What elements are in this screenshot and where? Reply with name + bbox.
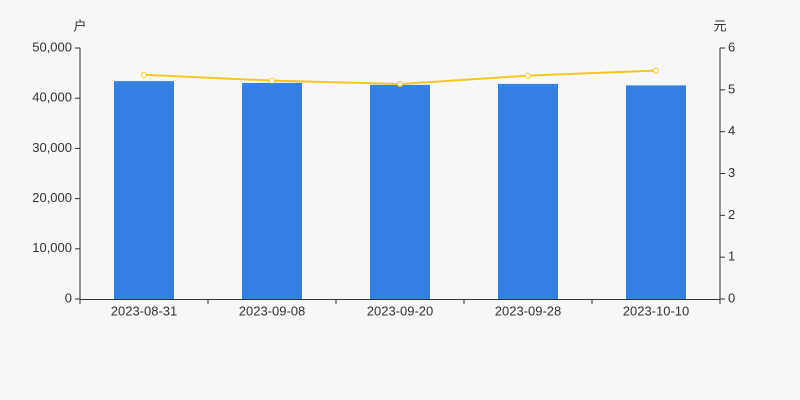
- y-axis-label: 户: [73, 18, 86, 33]
- y-tick-label: 40,000: [32, 90, 72, 105]
- y-tick-label: 20,000: [32, 190, 72, 205]
- point: [525, 72, 531, 79]
- bar: [370, 84, 430, 299]
- y2-tick-label: 5: [728, 81, 735, 96]
- bar: [498, 83, 558, 299]
- x-tick-label: 2023-09-20: [367, 303, 434, 318]
- point: [269, 77, 275, 84]
- y-tick-label: 10,000: [32, 240, 72, 255]
- y2-tick-label: 4: [728, 123, 735, 138]
- point: [141, 71, 147, 78]
- y-tick-label: 50,000: [32, 39, 72, 54]
- y2-tick-label: 3: [728, 165, 735, 180]
- bar: [626, 85, 686, 299]
- x-tick-label: 2023-09-28: [495, 303, 562, 318]
- y2-tick-label: 6: [728, 39, 735, 54]
- y2-axis-label: 元: [713, 18, 726, 33]
- y-tick-label: 0: [65, 290, 72, 305]
- bar: [242, 82, 302, 299]
- y2-tick-label: 0: [728, 290, 735, 305]
- y2-tick-label: 1: [728, 249, 735, 264]
- x-tick-label: 2023-10-10: [623, 303, 690, 318]
- x-tick-label: 2023-08-31: [111, 303, 178, 318]
- point: [397, 80, 403, 87]
- y-tick-label: 30,000: [32, 140, 72, 155]
- x-tick-label: 2023-09-08: [239, 303, 306, 318]
- bar: [114, 81, 174, 299]
- point: [653, 67, 659, 74]
- y2-tick-label: 2: [728, 207, 735, 222]
